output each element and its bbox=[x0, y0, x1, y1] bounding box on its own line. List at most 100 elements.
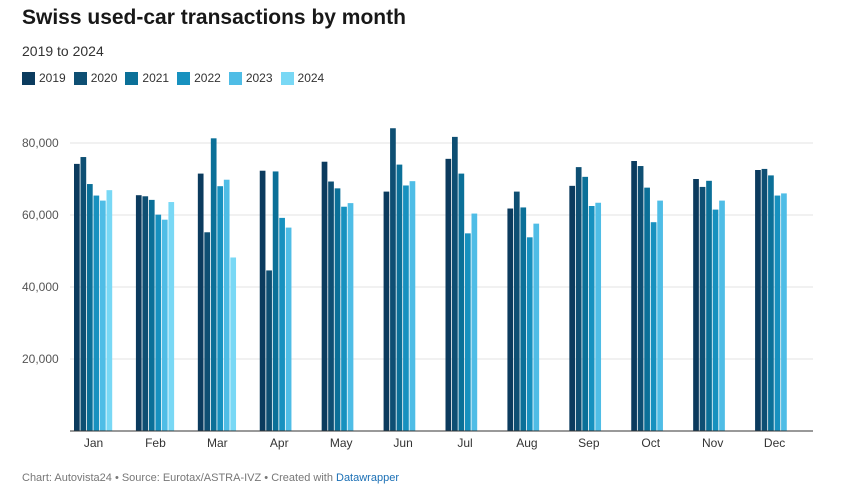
chart-subtitle: 2019 to 2024 bbox=[22, 43, 104, 59]
x-tick-label: May bbox=[330, 436, 353, 450]
bar-jun-2022 bbox=[403, 185, 409, 431]
bar-feb-2019 bbox=[135, 195, 142, 431]
footer-credits: Chart: Autovista24 • Source: Eurotax/AST… bbox=[22, 472, 336, 484]
y-tick-label: 40,000 bbox=[22, 280, 59, 294]
bar-feb-2021 bbox=[148, 199, 155, 431]
bar-nov-2020 bbox=[699, 186, 706, 431]
bar-jan-2019 bbox=[74, 163, 80, 431]
legend-item-2023: 2023 bbox=[228, 71, 273, 85]
bar-jul-2022 bbox=[465, 233, 471, 431]
x-tick-label: Jul bbox=[457, 436, 472, 450]
x-tick-label: Jan bbox=[84, 436, 103, 450]
legend-swatch bbox=[22, 71, 35, 85]
bar-feb-2022 bbox=[155, 214, 162, 431]
bar-aug-2021 bbox=[520, 207, 527, 431]
bar-jan-2021 bbox=[87, 184, 93, 431]
legend-swatch bbox=[125, 71, 139, 85]
bar-jul-2023 bbox=[471, 213, 478, 431]
bar-may-2023 bbox=[347, 203, 354, 431]
bar-may-2019 bbox=[321, 161, 328, 431]
bar-feb-2020 bbox=[142, 196, 149, 431]
bar-mar-2022 bbox=[217, 186, 224, 431]
legend-item-2022: 2022 bbox=[177, 71, 221, 85]
bar-jan-2022 bbox=[93, 195, 100, 431]
legend-item-2019: 2019 bbox=[22, 71, 66, 85]
bar-may-2021 bbox=[334, 188, 341, 431]
bar-apr-2019 bbox=[259, 170, 266, 431]
legend-label: 2020 bbox=[90, 71, 118, 85]
bar-apr-2020 bbox=[266, 270, 272, 431]
bar-apr-2022 bbox=[279, 217, 285, 431]
bar-dec-2020 bbox=[761, 168, 768, 432]
bar-sep-2022 bbox=[588, 206, 595, 431]
bar-jan-2024 bbox=[106, 190, 113, 431]
bar-aug-2020 bbox=[513, 191, 520, 431]
bar-jan-2020 bbox=[80, 157, 87, 432]
bar-dec-2022 bbox=[774, 195, 781, 431]
bar-mar-2023 bbox=[223, 179, 230, 431]
x-tick-label: Apr bbox=[270, 436, 289, 450]
legend-item-2024: 2024 bbox=[280, 71, 325, 85]
chart-title: Swiss used-car transactions by month bbox=[22, 6, 406, 29]
bar-may-2022 bbox=[341, 206, 347, 431]
bar-jun-2020 bbox=[390, 128, 396, 432]
bar-mar-2020 bbox=[204, 232, 211, 431]
bar-oct-2021 bbox=[644, 187, 650, 431]
bar-aug-2023 bbox=[533, 223, 540, 431]
bar-jul-2019 bbox=[445, 158, 452, 431]
legend-swatch bbox=[73, 71, 87, 85]
legend-swatch bbox=[177, 71, 191, 85]
legend-label: 2019 bbox=[39, 71, 66, 85]
bar-oct-2023 bbox=[657, 200, 663, 431]
x-tick-label: Oct bbox=[641, 436, 660, 450]
bar-dec-2023 bbox=[781, 193, 787, 431]
bar-feb-2023 bbox=[161, 219, 168, 431]
bar-nov-2023 bbox=[719, 200, 725, 431]
bar-sep-2023 bbox=[595, 202, 602, 431]
bar-may-2020 bbox=[328, 181, 334, 431]
y-tick-label: 60,000 bbox=[22, 208, 59, 222]
bar-nov-2019 bbox=[693, 179, 699, 431]
x-tick-label: Sep bbox=[578, 436, 600, 450]
bar-dec-2021 bbox=[768, 175, 774, 431]
bar-oct-2020 bbox=[637, 166, 644, 432]
legend-label: 2022 bbox=[194, 71, 221, 85]
legend-item-2021: 2021 bbox=[125, 71, 169, 85]
legend-item-2020: 2020 bbox=[73, 71, 118, 85]
bar-oct-2022 bbox=[650, 222, 657, 431]
legend-label: 2023 bbox=[245, 71, 273, 85]
bar-jul-2021 bbox=[458, 173, 465, 431]
bar-apr-2021 bbox=[272, 171, 279, 431]
legend-swatch bbox=[280, 71, 294, 85]
y-tick-label: 20,000 bbox=[22, 352, 59, 366]
bar-chart: 20,000 40,000 60,000 80,000 Jan Feb Mar Apr May J… bbox=[22, 128, 813, 450]
bar-sep-2021 bbox=[582, 176, 589, 431]
bar-jun-2019 bbox=[383, 191, 390, 431]
footer: Chart: Autovista24 • Source: Eurotax/AST… bbox=[22, 472, 399, 484]
x-tick-label: Dec bbox=[764, 436, 785, 450]
bar-mar-2024 bbox=[230, 257, 237, 431]
bar-dec-2019 bbox=[755, 170, 761, 431]
bar-sep-2020 bbox=[575, 167, 582, 431]
x-tick-label: Nov bbox=[702, 436, 723, 450]
bar-aug-2019 bbox=[507, 208, 514, 431]
legend: 2019 2020 2021 2022 2023 2024 bbox=[22, 71, 324, 85]
bar-nov-2022 bbox=[712, 209, 719, 431]
x-tick-label: Aug bbox=[516, 436, 537, 450]
x-tick-label: Feb bbox=[145, 436, 166, 450]
bar-apr-2023 bbox=[285, 227, 292, 431]
bar-feb-2024 bbox=[168, 202, 175, 431]
bar-sep-2019 bbox=[569, 185, 576, 431]
y-tick-label: 80,000 bbox=[22, 136, 59, 150]
bar-jun-2021 bbox=[396, 164, 403, 431]
bar-jan-2023 bbox=[100, 200, 106, 431]
legend-label: 2024 bbox=[297, 71, 325, 85]
bar-aug-2022 bbox=[526, 237, 533, 431]
legend-label: 2021 bbox=[142, 71, 170, 85]
x-tick-label: Mar bbox=[207, 436, 228, 450]
bar-mar-2021 bbox=[210, 138, 217, 431]
datawrapper-link[interactable]: Datawrapper bbox=[336, 472, 399, 484]
bar-nov-2021 bbox=[706, 180, 712, 431]
bar-jun-2023 bbox=[409, 181, 416, 431]
legend-swatch bbox=[228, 71, 242, 85]
